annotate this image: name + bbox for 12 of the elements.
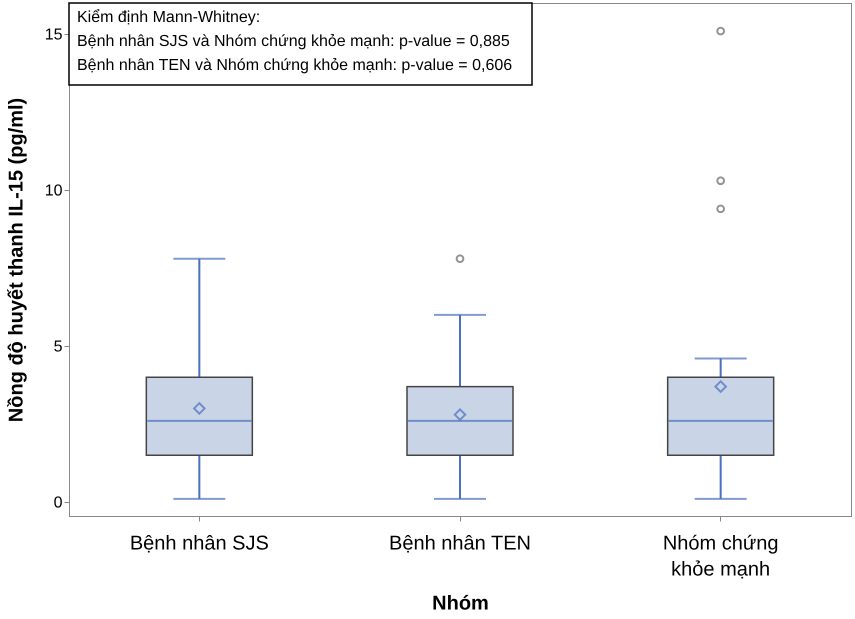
annotation: Kiểm định Mann-Whitney:	[77, 9, 260, 26]
annotation: Bệnh nhân SJS và Nhóm chứng khỏe mạnh: p-value = 0,885	[77, 33, 510, 50]
x-axis-title: Nhóm	[432, 592, 489, 614]
y-axis-title: Nồng độ huyết thanh IL-15 (pg/ml)	[6, 98, 28, 422]
y-tick-label: 15	[44, 26, 63, 44]
x-tick-label: Nhóm chứng khỏe mạnh	[662, 532, 779, 580]
y-tick-label: 10	[44, 182, 63, 200]
annotation: Bệnh nhân TEN và Nhóm chứng khỏe mạnh: p-value = 0,606	[77, 57, 512, 74]
y-tick-label: 5	[54, 338, 63, 356]
y-tick-label: 0	[54, 494, 63, 512]
x-tick-label: Bệnh nhân SJS	[130, 532, 269, 554]
x-tick-label: Bệnh nhân TEN	[389, 532, 531, 554]
